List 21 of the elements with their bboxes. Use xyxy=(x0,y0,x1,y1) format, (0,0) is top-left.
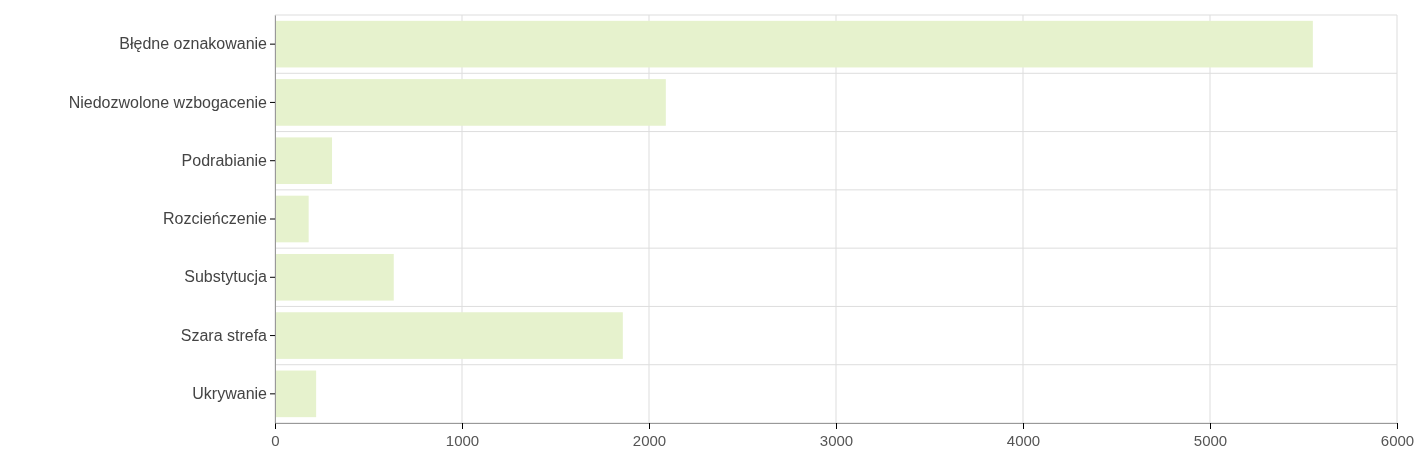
y-tick-label: Substytucja xyxy=(184,268,268,286)
x-tick-label: 2000 xyxy=(632,431,667,449)
x-tick-label: 4000 xyxy=(1006,431,1041,449)
bar xyxy=(275,195,309,243)
y-tick-label: Błędne oznakowanie xyxy=(119,35,268,53)
bar xyxy=(275,253,394,301)
y-tick-label: Podrabianie xyxy=(181,151,268,169)
bar xyxy=(275,370,317,418)
bar xyxy=(275,79,666,126)
bar xyxy=(275,137,333,185)
y-tick-label: Niedozwolone wzbogacenie xyxy=(68,93,268,111)
y-tick-label: Ukrywanie xyxy=(192,384,268,402)
x-tick-label: 5000 xyxy=(1193,431,1228,449)
bar xyxy=(275,20,1313,68)
y-tick-label: Rozcieńczenie xyxy=(162,210,268,228)
x-tick-label: 0 xyxy=(271,431,280,449)
x-tick-label: 6000 xyxy=(1380,431,1415,449)
x-tick-label: 3000 xyxy=(819,431,854,449)
x-tick-label: 1000 xyxy=(445,431,480,449)
bar xyxy=(275,312,623,359)
y-tick-label: Szara strefa xyxy=(180,326,268,344)
